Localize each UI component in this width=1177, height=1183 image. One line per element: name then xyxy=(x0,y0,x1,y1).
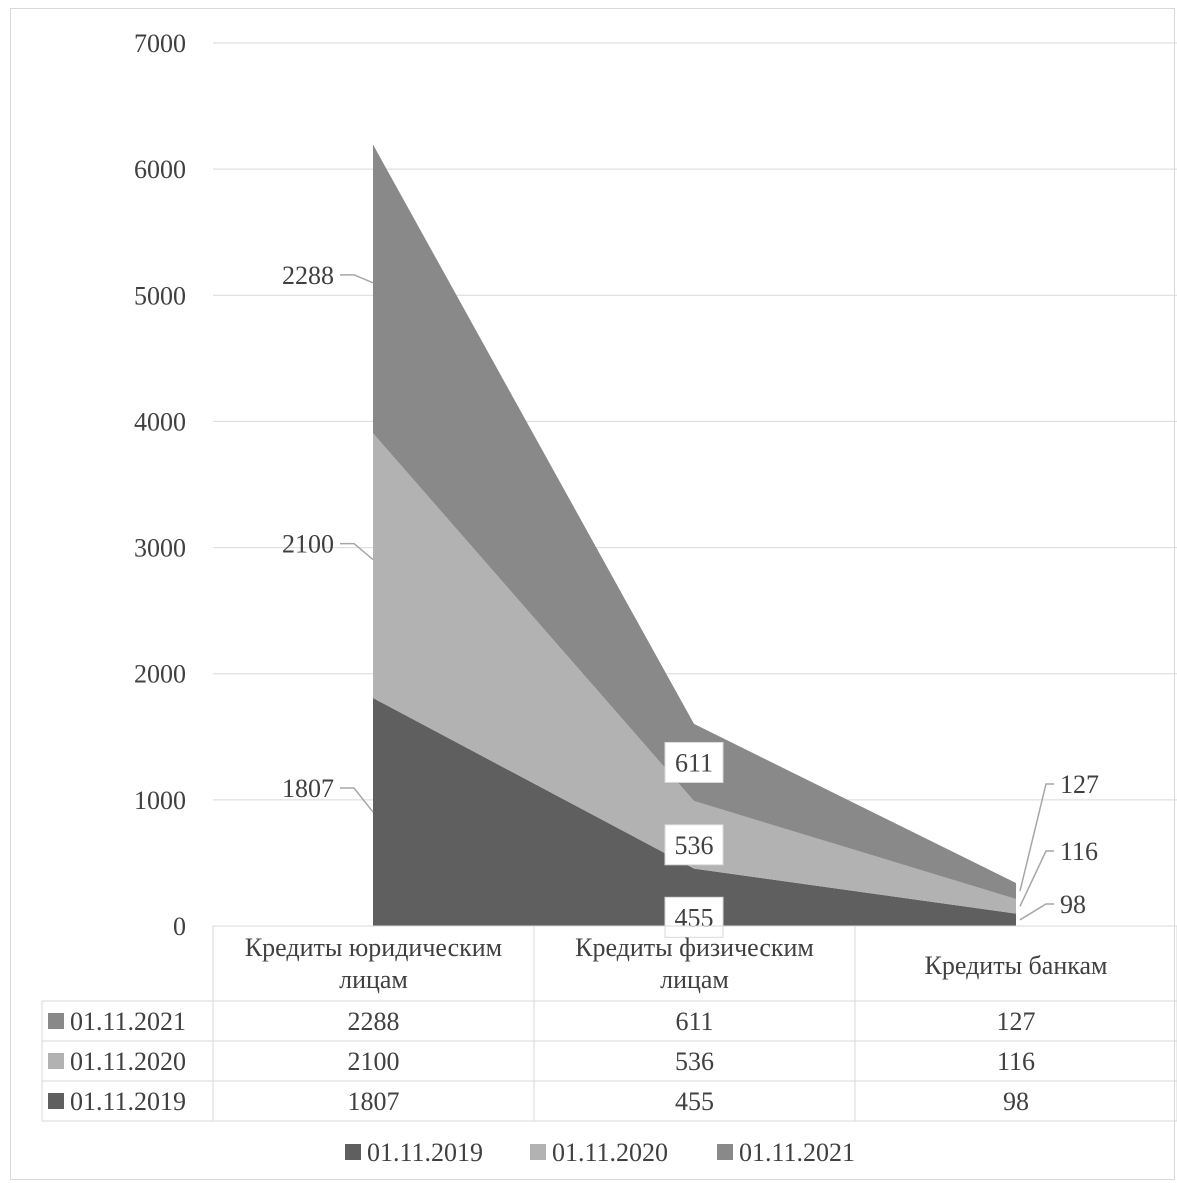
table-legend-key xyxy=(48,1013,64,1029)
table-cell: 98 xyxy=(1003,1087,1029,1116)
legend-key xyxy=(717,1144,733,1160)
leader-line xyxy=(340,274,374,284)
x-category-label: лицам xyxy=(339,965,408,994)
legend-label: 01.11.2020 xyxy=(552,1138,668,1167)
area-series-1 xyxy=(373,698,1016,926)
data-label: 611 xyxy=(675,748,713,777)
legend-label: 01.11.2019 xyxy=(367,1138,483,1167)
y-tick-label: 5000 xyxy=(134,281,186,310)
data-label: 2100 xyxy=(282,530,334,559)
x-category-label: Кредиты физическим xyxy=(575,933,814,962)
y-tick-label: 3000 xyxy=(134,534,186,563)
data-label: 1807 xyxy=(282,774,334,803)
table-cell: 116 xyxy=(997,1047,1035,1076)
table-cell: 611 xyxy=(675,1007,713,1036)
leader-line xyxy=(340,542,374,561)
data-label-box xyxy=(664,824,724,866)
table-cell: 455 xyxy=(675,1087,714,1116)
x-category-label: Кредиты банкам xyxy=(925,951,1108,980)
table-legend-key xyxy=(48,1053,64,1069)
data-label: 536 xyxy=(675,831,714,860)
legend-key xyxy=(530,1144,546,1160)
leader-line xyxy=(1019,903,1054,921)
y-tick-label: 0 xyxy=(173,912,186,941)
table-cell: 536 xyxy=(675,1047,714,1076)
table-cell: 2288 xyxy=(348,1007,400,1036)
x-category-label: лицам xyxy=(660,965,729,994)
legend-key xyxy=(345,1144,361,1160)
table-series-label: 01.11.2019 xyxy=(70,1087,186,1116)
data-label: 2288 xyxy=(282,261,334,290)
legend-label: 01.11.2021 xyxy=(739,1138,855,1167)
y-tick-label: 4000 xyxy=(134,407,186,436)
data-label-box xyxy=(664,896,724,938)
y-tick-label: 6000 xyxy=(134,155,186,184)
y-tick-label: 2000 xyxy=(134,660,186,689)
table-cell: 1807 xyxy=(348,1087,400,1116)
leader-line xyxy=(1019,850,1054,907)
data-label: 116 xyxy=(1060,837,1098,866)
leader-line xyxy=(1019,783,1054,892)
y-tick-label: 1000 xyxy=(134,786,186,815)
table-legend-key xyxy=(48,1093,64,1109)
data-label: 98 xyxy=(1060,890,1086,919)
area-series-2 xyxy=(373,433,1016,914)
table-cell: 127 xyxy=(997,1007,1036,1036)
table-series-label: 01.11.2020 xyxy=(70,1047,186,1076)
leader-line xyxy=(340,787,374,813)
x-category-label: Кредиты юридическим xyxy=(245,933,502,962)
data-label: 127 xyxy=(1060,770,1099,799)
y-tick-label: 7000 xyxy=(134,29,186,58)
table-cell: 2100 xyxy=(348,1047,400,1076)
data-label: 455 xyxy=(675,903,714,932)
data-label-box xyxy=(664,741,724,783)
table-series-label: 01.11.2021 xyxy=(70,1007,186,1036)
